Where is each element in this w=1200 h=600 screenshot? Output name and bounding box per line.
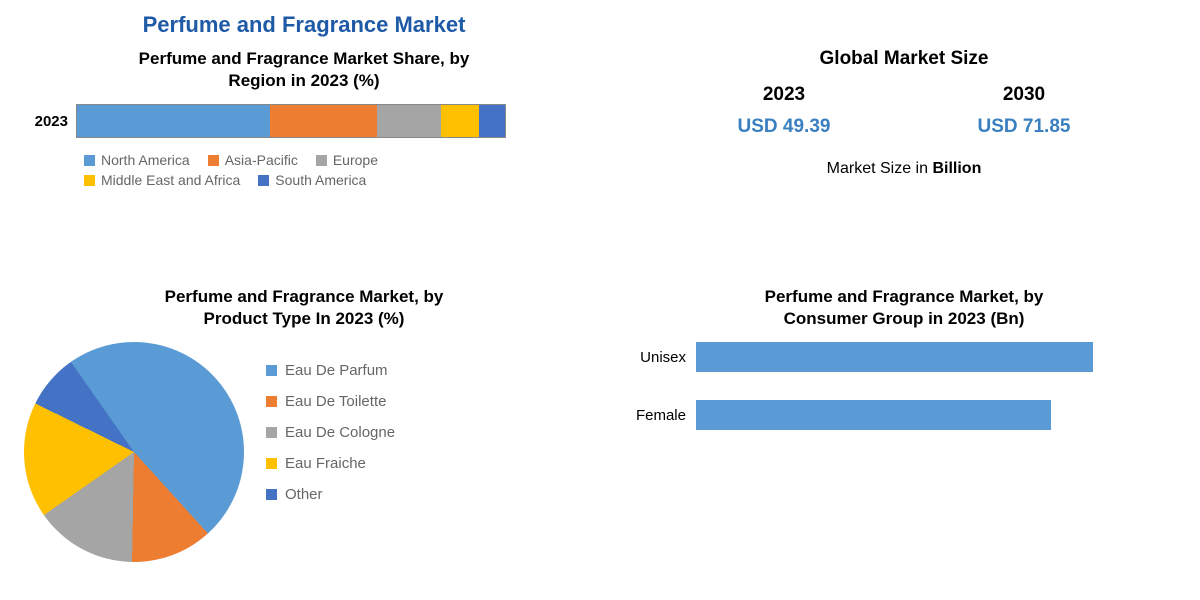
hbar-label: Female xyxy=(624,407,696,424)
legend-label: Eau De Cologne xyxy=(285,424,395,441)
region-stacked-bar xyxy=(76,104,506,138)
legend-swatch xyxy=(266,365,277,376)
pie-chart-title: Perfume and Fragrance Market, by Product… xyxy=(24,286,584,330)
region-legend-item: North America xyxy=(84,152,190,168)
dashboard-grid: Perfume and Fragrance Market Share, by R… xyxy=(24,48,1176,586)
legend-label: Europe xyxy=(333,152,378,168)
legend-label: Other xyxy=(285,486,323,503)
market-size-year-0: 2023 xyxy=(763,84,805,106)
region-seg-middle-east-and-africa xyxy=(441,105,480,137)
market-size-panel: Global Market Size 2023 2030 USD 49.39 U… xyxy=(624,48,1184,278)
legend-label: South America xyxy=(275,172,366,188)
hbar-row: Unisex xyxy=(624,342,1184,372)
legend-label: North America xyxy=(101,152,190,168)
region-seg-asia-pacific xyxy=(270,105,377,137)
market-size-note-bold: Billion xyxy=(932,160,981,177)
hbar-track xyxy=(696,342,1156,372)
legend-swatch xyxy=(316,155,327,166)
pie-legend-item: Eau De Toilette xyxy=(266,393,395,410)
market-size-years-row: 2023 2030 xyxy=(664,84,1144,106)
hbar-chart-title: Perfume and Fragrance Market, by Consume… xyxy=(624,286,1184,330)
legend-swatch xyxy=(208,155,219,166)
market-size-note: Market Size in Billion xyxy=(664,160,1144,178)
region-legend: North America Asia-Pacific Europe Middle Ea… xyxy=(84,152,524,188)
legend-swatch xyxy=(266,396,277,407)
pie-chart xyxy=(24,342,244,562)
region-seg-south-america xyxy=(479,105,505,137)
region-legend-item: Asia-Pacific xyxy=(208,152,298,168)
region-share-panel: Perfume and Fragrance Market Share, by R… xyxy=(24,48,584,278)
region-legend-item: South America xyxy=(258,172,366,188)
legend-label: Eau De Toilette xyxy=(285,393,386,410)
market-size-values-row: USD 49.39 USD 71.85 xyxy=(664,116,1144,138)
pie-wrap: Eau De Parfum Eau De Toilette Eau De Colog… xyxy=(24,342,584,562)
hbar xyxy=(696,400,1051,430)
pie-legend-item: Eau Fraiche xyxy=(266,455,395,472)
legend-label: Asia-Pacific xyxy=(225,152,298,168)
legend-swatch xyxy=(258,175,269,186)
pie-legend-item: Eau De Parfum xyxy=(266,362,395,379)
market-size-heading: Global Market Size xyxy=(664,48,1144,70)
legend-swatch xyxy=(266,489,277,500)
legend-swatch xyxy=(84,175,95,186)
pie-legend-item: Eau De Cologne xyxy=(266,424,395,441)
hbar-label: Unisex xyxy=(624,349,696,366)
region-bar-row: 2023 xyxy=(24,104,584,138)
legend-label: Middle East and Africa xyxy=(101,172,240,188)
hbar-track xyxy=(696,400,1156,430)
hbar-row: Female xyxy=(624,400,1184,430)
product-type-panel: Perfume and Fragrance Market, by Product… xyxy=(24,286,584,586)
region-seg-north-america xyxy=(77,105,270,137)
pie-legend-item: Other xyxy=(266,486,395,503)
market-size-note-prefix: Market Size in xyxy=(827,160,933,177)
market-size-value-0: USD 49.39 xyxy=(738,116,831,138)
legend-swatch xyxy=(266,427,277,438)
legend-swatch xyxy=(266,458,277,469)
market-size-value-1: USD 71.85 xyxy=(978,116,1071,138)
region-year-label: 2023 xyxy=(24,113,76,130)
pie-legend: Eau De Parfum Eau De Toilette Eau De Colog… xyxy=(266,362,395,503)
region-seg-europe xyxy=(377,105,441,137)
page-title: Perfume and Fragrance Market xyxy=(24,12,584,38)
hbar-area: Unisex Female xyxy=(624,342,1184,430)
region-chart-title: Perfume and Fragrance Market Share, by R… xyxy=(24,48,584,92)
consumer-group-panel: Perfume and Fragrance Market, by Consume… xyxy=(624,286,1184,586)
region-stack-wrap xyxy=(76,104,506,138)
region-legend-item: Middle East and Africa xyxy=(84,172,240,188)
market-size-year-1: 2030 xyxy=(1003,84,1045,106)
hbar xyxy=(696,342,1093,372)
region-legend-item: Europe xyxy=(316,152,378,168)
legend-label: Eau Fraiche xyxy=(285,455,366,472)
legend-swatch xyxy=(84,155,95,166)
legend-label: Eau De Parfum xyxy=(285,362,388,379)
